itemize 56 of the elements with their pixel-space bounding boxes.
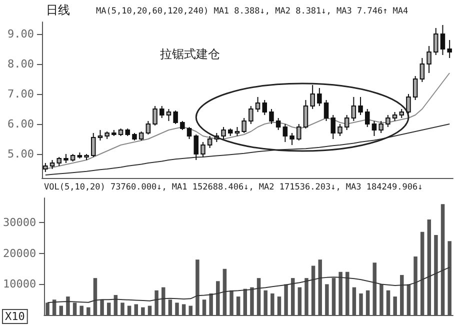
candlestick [420, 58, 425, 82]
candlestick [351, 96, 356, 122]
candlestick [186, 126, 192, 140]
candlestick [166, 108, 172, 122]
candlestick [173, 110, 178, 124]
y-tick-label: 30000 [2, 216, 36, 230]
candlestick [303, 100, 308, 129]
y-tick-label: 6.00 [8, 118, 34, 130]
candlestick [310, 84, 315, 110]
candlestick [364, 108, 370, 128]
candlestick [426, 46, 432, 74]
candlestick [146, 120, 151, 135]
text: X10 [5, 310, 25, 323]
candlestick [200, 142, 206, 158]
candlestick [358, 96, 363, 116]
candlestick [255, 96, 260, 112]
chart-title: 日线 [46, 3, 70, 17]
line-series [47, 266, 450, 304]
text: VOL(5,10,20) 73760.000↓, MA1 152688.406↓, MA2 171536.203↓, MA3 184249.906↓ [44, 182, 423, 192]
candlestick [372, 120, 377, 136]
candlestick [324, 100, 329, 122]
y-tick-label: 7.00 [8, 88, 34, 100]
candlestick [406, 94, 411, 114]
y-tick-label: 5.00 [8, 148, 34, 160]
candlestick [159, 106, 164, 118]
line-series [44, 124, 450, 176]
candlestick [330, 114, 336, 140]
candlestick [317, 88, 322, 106]
candlestick [221, 126, 226, 140]
candlestick [338, 124, 342, 136]
candlestick [248, 106, 254, 124]
candlestick [152, 106, 158, 126]
candlestick [242, 118, 246, 134]
candlestick [98, 130, 103, 141]
candlestick [290, 132, 294, 146]
candlestick [447, 40, 452, 58]
y-tick-label: 20000 [2, 246, 36, 260]
candlestick [386, 114, 390, 128]
text: MA(5,10,20,60,120,240) MA1 8.388↓, MA2 8.381↓, MA3 7.746↑ MA4 [96, 6, 408, 16]
candlestick [412, 76, 418, 100]
candlestick [207, 136, 212, 148]
candlestick [90, 132, 96, 158]
candlestick [282, 124, 288, 142]
y-tick-label: 8.00 [8, 58, 34, 70]
annotation: 拉锯式建仓 [160, 47, 220, 61]
candlestick [276, 118, 281, 130]
candlestick [344, 114, 350, 130]
candlestick [194, 134, 199, 160]
y-tick-label: 10000 [2, 278, 36, 291]
candlestick [440, 24, 446, 56]
candlestick [296, 124, 302, 141]
candlestick [433, 28, 438, 56]
y-tick-label: 9.00 [8, 28, 34, 40]
candlestick [269, 108, 274, 124]
candlestick [378, 120, 384, 134]
candlestick [262, 100, 268, 116]
